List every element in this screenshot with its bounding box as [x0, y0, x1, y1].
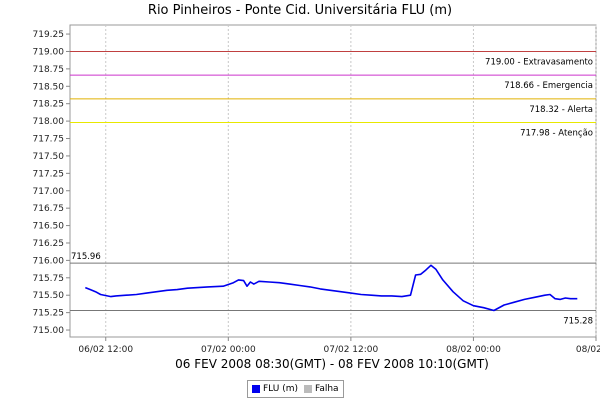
bound-label: 715.28 [563, 317, 593, 327]
y-tick-label: 719.25 [33, 30, 65, 40]
threshold-label: 718.66 - Emergencia [504, 81, 593, 91]
x-tick-label: 07/02 12:00 [324, 345, 379, 355]
legend-swatch-flu [252, 385, 260, 393]
y-tick-label: 715.50 [33, 291, 65, 301]
x-axis-caption: 06 FEV 2008 08:30(GMT) - 08 FEV 2008 10:… [175, 357, 489, 371]
legend: FLU (m) Falha [247, 380, 344, 398]
y-tick-label: 718.50 [33, 82, 65, 92]
x-tick-label: 07/02 00:00 [201, 345, 256, 355]
threshold-label: 717.98 - Atenção [520, 129, 593, 139]
y-tick-label: 718.75 [33, 65, 65, 75]
chart-title: Rio Pinheiros - Ponte Cid. Universitária… [148, 3, 452, 18]
threshold-label: 719.00 - Extravasamento [485, 57, 593, 67]
threshold-label: 718.32 - Alerta [529, 105, 593, 115]
y-tick-label: 716.50 [33, 222, 65, 232]
y-tick-label: 715.00 [33, 326, 65, 336]
y-tick-label: 719.00 [33, 47, 65, 57]
x-tick-label: 08/02 00:00 [446, 345, 501, 355]
series-line-flu [85, 264, 578, 312]
x-axis: 06/02 12:00 07/02 00:00 07/02 12:00 08/02 0… [78, 337, 600, 355]
y-tick-label: 717.75 [33, 135, 65, 145]
series-layer [85, 264, 578, 312]
y-tick-label: 717.00 [33, 187, 65, 197]
legend-label-flu: FLU (m) [263, 384, 298, 394]
legend-item-flu: FLU (m) [252, 384, 298, 394]
bound-label: 715.96 [71, 252, 101, 262]
y-tick-label: 716.75 [33, 204, 65, 214]
y-tick-label: 715.25 [33, 309, 65, 319]
legend-swatch-falha [303, 385, 312, 393]
y-tick-label: 718.25 [33, 100, 65, 110]
legend-label-falha: Falha [314, 384, 339, 394]
legend-item-falha: Falha [303, 384, 339, 394]
y-tick-label: 716.00 [33, 256, 65, 266]
y-tick-label: 718.00 [33, 117, 65, 127]
y-tick-label: 717.50 [33, 152, 65, 162]
x-tick-label: 08/02 12 [576, 345, 600, 355]
y-axis: 715.00 715.25 715.50 715.75 716.00 716.25 716.… [33, 30, 70, 336]
plot-area [69, 24, 597, 338]
reference-lines: 719.00 - Extravasamento 718.66 - Emergenc… [70, 50, 596, 327]
y-tick-label: 716.25 [33, 239, 65, 249]
y-tick-label: 715.75 [33, 274, 65, 284]
x-tick-label: 06/02 12:00 [78, 345, 133, 355]
y-tick-label: 717.25 [33, 169, 65, 179]
